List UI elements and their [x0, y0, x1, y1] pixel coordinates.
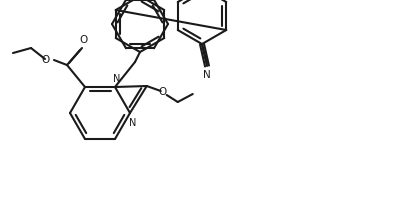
Text: O: O [159, 87, 167, 97]
Text: N: N [203, 70, 211, 80]
Text: O: O [42, 55, 50, 65]
Text: N: N [129, 118, 137, 128]
Text: N: N [113, 74, 121, 84]
Text: O: O [79, 35, 87, 45]
